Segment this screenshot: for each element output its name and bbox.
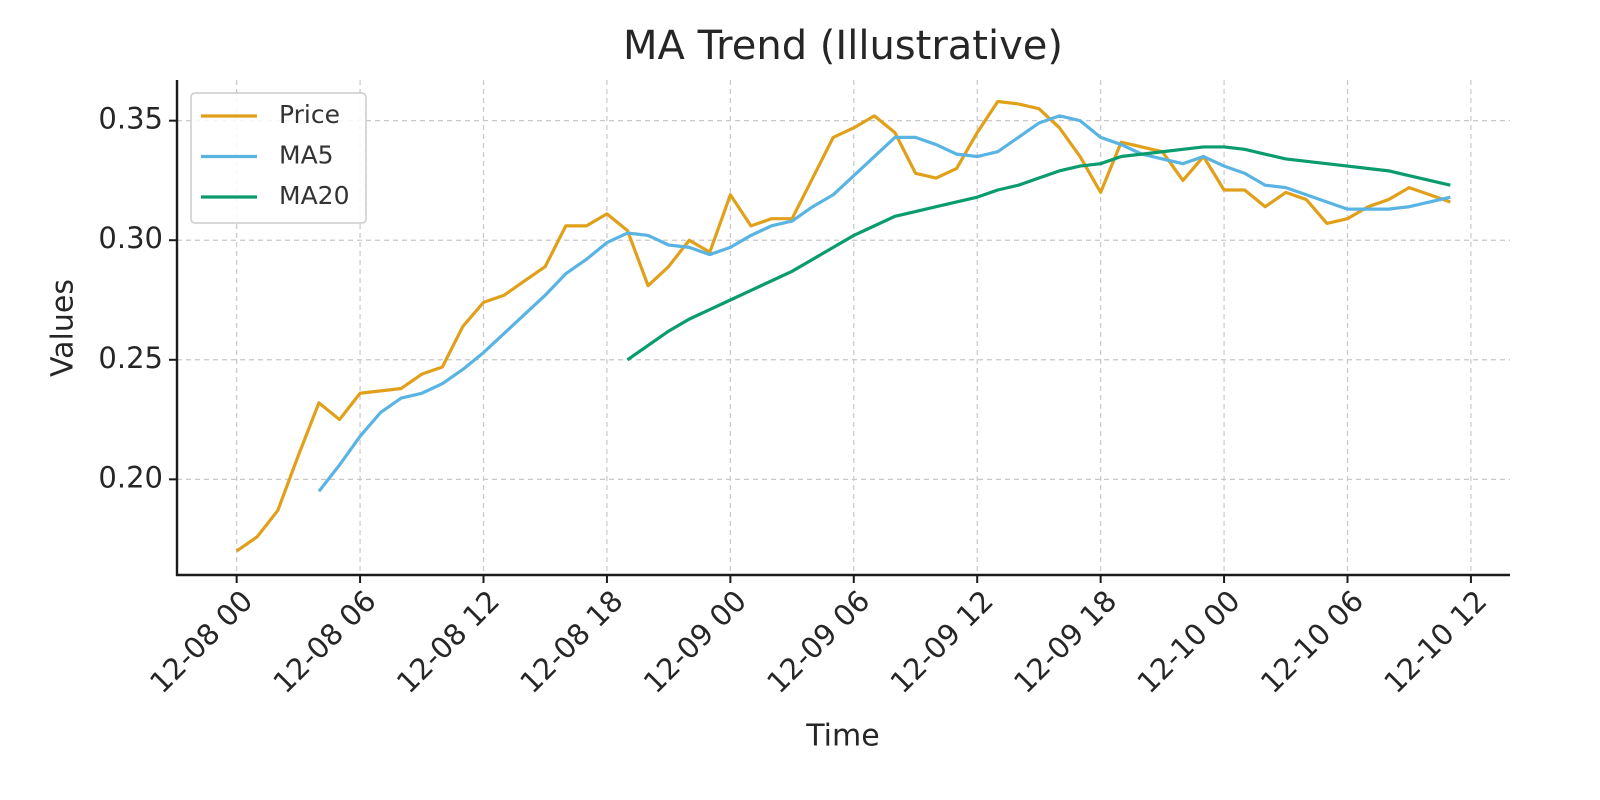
series-line <box>317 114 1451 493</box>
legend-label: MA5 <box>279 141 334 170</box>
x-tick-label: 12-09 12 <box>884 584 1000 700</box>
x-tick-label: 12-10 12 <box>1377 584 1493 700</box>
x-tick-label: 12-08 12 <box>390 584 506 700</box>
x-tick-label: 12-10 06 <box>1254 584 1370 700</box>
legend-label: Price <box>279 100 340 129</box>
x-axis-label: Time <box>805 719 879 754</box>
x-tick-label: 12-10 00 <box>1130 584 1246 700</box>
series-line <box>235 99 1451 553</box>
y-axis-label: Values <box>46 279 81 377</box>
y-tick-label: 0.35 <box>98 102 163 136</box>
x-tick-label: 12-08 18 <box>513 584 629 700</box>
legend-box <box>190 92 367 224</box>
x-tick-label: 12-09 06 <box>760 584 876 700</box>
y-tick-label: 0.25 <box>98 341 163 375</box>
legend-label: MA20 <box>279 181 349 210</box>
y-tick-label: 0.30 <box>98 221 163 255</box>
x-tick-label: 12-09 18 <box>1007 584 1123 700</box>
series-line <box>626 145 1451 362</box>
y-tick-label: 0.20 <box>98 460 163 494</box>
x-tick-label: 12-08 00 <box>143 584 259 700</box>
x-tick-label: 12-08 06 <box>266 584 382 700</box>
x-tick-label: 12-09 00 <box>637 584 753 700</box>
chart-title: MA Trend (Illustrative) <box>623 23 1063 69</box>
